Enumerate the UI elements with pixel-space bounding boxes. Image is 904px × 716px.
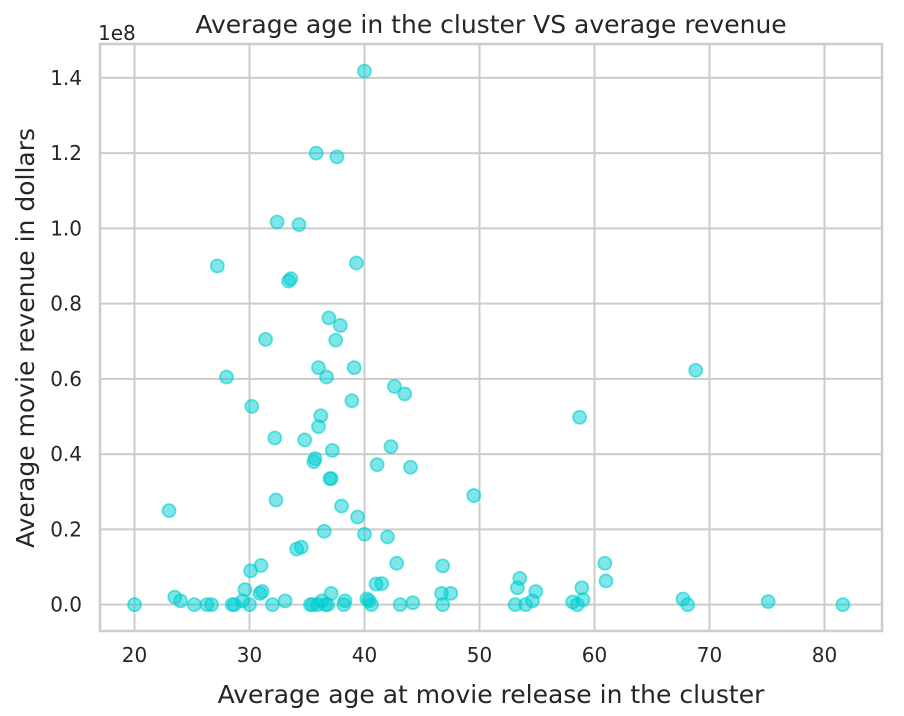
data-point <box>186 597 202 613</box>
data-point <box>244 398 260 414</box>
data-point <box>380 529 395 545</box>
grid-layer <box>100 44 882 631</box>
data-point <box>435 558 451 574</box>
y-tick-label: 0.6 <box>50 367 82 391</box>
data-point <box>237 582 253 598</box>
data-point <box>344 393 360 409</box>
data-point <box>512 570 528 586</box>
data-point <box>161 503 177 518</box>
data-point <box>575 592 591 608</box>
data-point <box>572 409 587 425</box>
y-tick-label: 0.4 <box>50 442 82 466</box>
data-point <box>346 360 362 376</box>
data-point <box>204 597 219 613</box>
data-point <box>283 271 299 287</box>
y-tick-label: 0.2 <box>50 517 82 541</box>
y-tick-label: 0.0 <box>50 593 82 617</box>
data-point <box>405 595 421 611</box>
x-tick-label: 20 <box>122 643 147 667</box>
data-point <box>574 580 590 596</box>
data-point <box>329 149 345 165</box>
ticks-layer: 20 30 40 50 60 70 80 0.0 0.2 0.4 0.6 0.8 1.0 1.2 1.4 <box>50 66 837 667</box>
data-point <box>688 362 704 378</box>
data-point <box>258 331 274 347</box>
x-tick-label: 80 <box>812 643 837 667</box>
data-point <box>127 597 142 613</box>
data-point <box>598 573 614 589</box>
data-point <box>357 63 372 79</box>
data-point <box>316 523 332 539</box>
data-point <box>383 439 399 455</box>
data-point <box>307 451 323 467</box>
data-point <box>297 432 313 448</box>
data-point <box>528 584 544 599</box>
data-point <box>680 597 696 613</box>
data-point <box>291 217 307 233</box>
data-point <box>350 509 366 525</box>
data-point <box>311 360 326 376</box>
data-point <box>209 258 225 274</box>
chart-title: Average age in the cluster VS average re… <box>195 10 786 39</box>
data-point <box>219 369 234 385</box>
data-point <box>466 488 482 503</box>
data-point <box>308 145 324 161</box>
data-point <box>173 593 188 609</box>
data-point <box>268 492 284 508</box>
y-axis-label: Average movie revenue in dollars <box>11 128 40 548</box>
plot-frame <box>98 42 884 633</box>
data-point <box>332 318 348 333</box>
data-point <box>319 369 334 385</box>
points-layer <box>127 63 851 613</box>
data-point <box>357 526 372 542</box>
data-point <box>321 310 337 326</box>
data-point <box>324 442 340 458</box>
x-tick-label: 50 <box>467 643 492 667</box>
data-point <box>313 408 329 424</box>
data-point <box>760 594 776 610</box>
y-tick-label: 1.2 <box>50 141 82 165</box>
y-tick-label: 1.0 <box>50 216 82 240</box>
y-tick-label: 0.8 <box>50 292 82 316</box>
data-point <box>293 539 309 555</box>
data-point <box>403 459 418 475</box>
data-point <box>328 332 344 348</box>
data-point <box>337 593 353 609</box>
data-point <box>265 597 280 613</box>
data-point <box>369 457 385 473</box>
data-point <box>386 379 402 394</box>
data-point <box>349 255 364 271</box>
x-tick-label: 40 <box>352 643 377 667</box>
data-point <box>392 597 408 613</box>
data-point <box>835 597 851 613</box>
data-point <box>323 585 339 601</box>
data-point <box>242 597 257 613</box>
x-tick-label: 30 <box>237 643 262 667</box>
data-point <box>254 584 270 599</box>
data-point <box>277 593 293 609</box>
data-point <box>334 498 349 514</box>
data-point <box>374 576 390 591</box>
x-tick-label: 60 <box>582 643 607 667</box>
x-axis-label: Average age at movie release in the clus… <box>218 680 765 709</box>
y-offset-label: 1e8 <box>98 21 136 45</box>
data-point <box>323 471 339 487</box>
y-tick-label: 1.4 <box>50 66 82 90</box>
data-point <box>435 597 451 613</box>
data-point <box>269 214 285 230</box>
data-point <box>397 386 413 402</box>
data-point <box>389 555 405 571</box>
data-point <box>443 585 459 601</box>
data-point <box>597 555 613 571</box>
x-tick-label: 70 <box>697 643 722 667</box>
data-point <box>253 558 269 573</box>
data-point <box>267 430 283 446</box>
data-point <box>363 597 379 613</box>
